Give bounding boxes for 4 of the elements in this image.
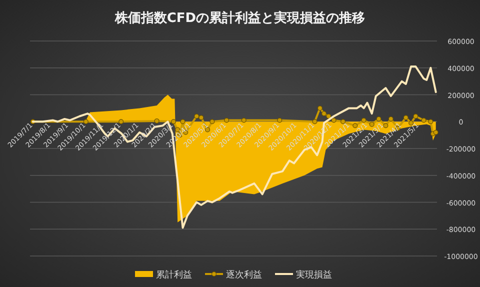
chart-title: 株価指数CFDの累計利益と実現損益の推移	[114, 10, 366, 26]
legend-label: 実現損益	[296, 270, 332, 280]
legend-label: 逐次利益	[226, 270, 262, 280]
legend-label: 累計利益	[156, 270, 192, 280]
